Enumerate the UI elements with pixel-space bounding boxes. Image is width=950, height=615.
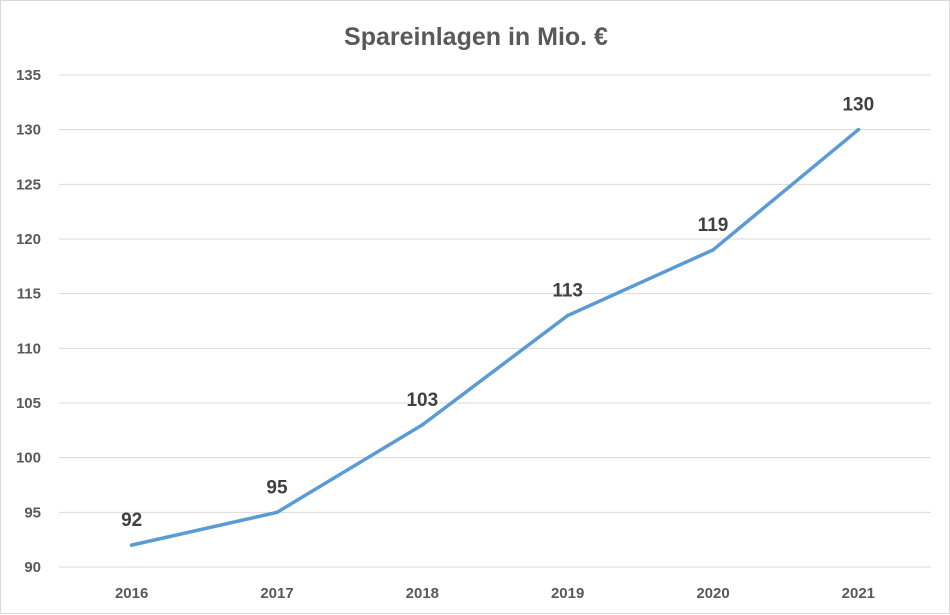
chart-title: Spareinlagen in Mio. €: [344, 23, 608, 51]
y-tick-label: 115: [17, 286, 41, 303]
data-label: 113: [552, 281, 583, 302]
data-label: 130: [842, 95, 874, 116]
x-tick-label: 2018: [406, 585, 439, 602]
data-point: [856, 127, 861, 132]
y-tick-label: 135: [16, 67, 41, 84]
data-label: 95: [266, 477, 288, 498]
x-tick-label: 2019: [551, 585, 584, 602]
data-label: 103: [406, 390, 438, 411]
data-point: [129, 543, 134, 547]
y-tick-label: 130: [16, 122, 41, 139]
data-point: [565, 313, 570, 318]
y-tick-label: 110: [17, 340, 41, 357]
y-tick-label: 120: [16, 231, 41, 248]
y-tick-label: 90: [24, 559, 41, 576]
y-tick-label: 100: [16, 450, 41, 467]
data-label: 92: [121, 510, 142, 531]
gridlines: [59, 74, 931, 568]
data-point: [275, 510, 279, 515]
series-line-layer: [129, 127, 861, 547]
y-tick-label: 125: [16, 176, 41, 193]
y-axis-ticks: 90 95 100 105 110 115 120 125 130 135: [16, 67, 41, 576]
y-tick-label: 95: [24, 504, 41, 521]
data-labels: 92 95 103 113 119 130: [121, 95, 874, 531]
x-tick-label: 2016: [115, 585, 148, 602]
x-tick-label: 2020: [696, 585, 729, 602]
x-tick-label: 2021: [842, 585, 875, 602]
x-tick-label: 2017: [260, 585, 293, 602]
data-point: [711, 248, 715, 252]
y-tick-label: 105: [16, 395, 41, 412]
data-label: 119: [698, 215, 729, 236]
data-point: [420, 423, 425, 427]
series-line: [129, 127, 861, 547]
x-axis-ticks: 2016 2017 2018 2019 2020 2021: [115, 585, 875, 602]
